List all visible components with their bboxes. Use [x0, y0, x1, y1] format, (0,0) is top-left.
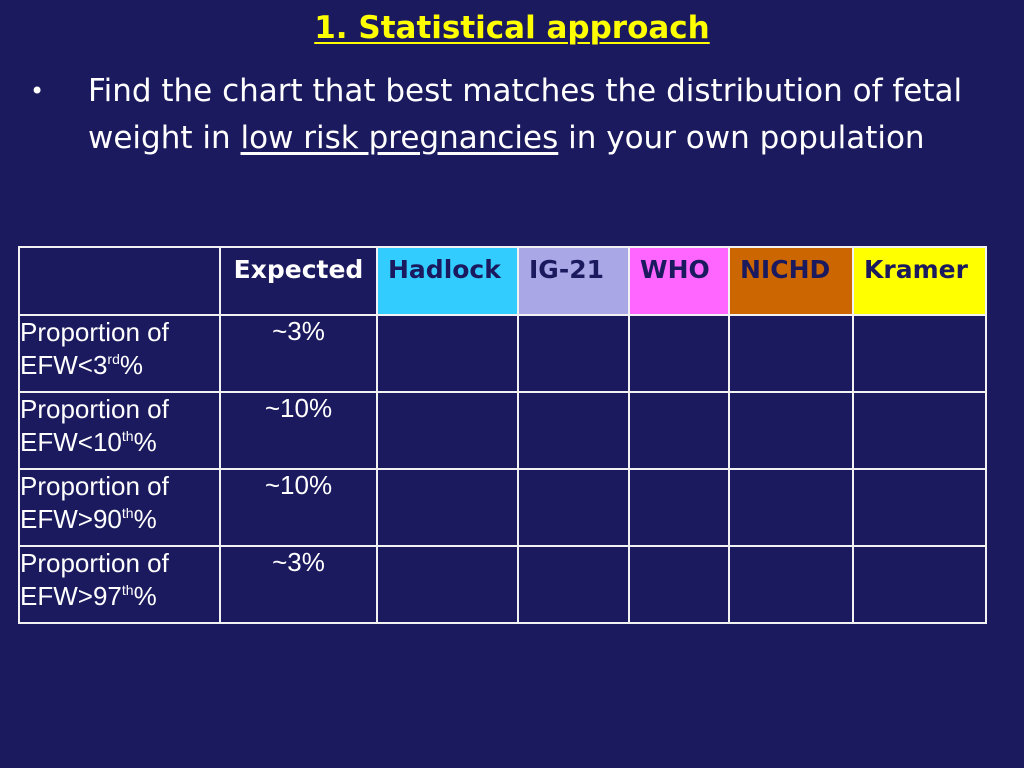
- who-cell: [628, 468, 730, 547]
- ig-21-cell: [517, 468, 630, 547]
- table-row: Proportion of EFW<3rd% ~3%: [18, 314, 987, 393]
- header-hadlock: Hadlock: [376, 246, 519, 316]
- ig-21-cell: [517, 391, 630, 470]
- expected-value: ~10%: [219, 468, 378, 547]
- hadlock-cell: [376, 545, 519, 624]
- row-label-line1: Proportion of: [20, 471, 169, 501]
- expected-value: ~10%: [219, 391, 378, 470]
- nichd-cell: [728, 314, 854, 393]
- bullet-text: Find the chart that best matches the dis…: [88, 68, 1010, 162]
- row-label-sup: rd: [107, 351, 120, 367]
- row-label-line1: Proportion of: [20, 548, 169, 578]
- kramer-cell: [852, 314, 987, 393]
- bullet-text-underlined: low risk pregnancies: [240, 120, 559, 156]
- row-label: Proportion of EFW>90th%: [18, 468, 221, 547]
- table-row: Proportion of EFW>90th% ~10%: [18, 468, 987, 547]
- row-label-line2: EFW>97: [20, 581, 122, 611]
- row-label-sup: th: [121, 582, 134, 598]
- comparison-table: Expected Hadlock IG-21 WHO NICHD Kramer …: [18, 246, 987, 624]
- bullet-dot-icon: •: [30, 77, 45, 105]
- row-label-line2: EFW>90: [20, 504, 122, 534]
- header-nichd: NICHD: [728, 246, 854, 316]
- hadlock-cell: [376, 314, 519, 393]
- who-cell: [628, 545, 730, 624]
- row-label: Proportion of EFW<10th%: [18, 391, 221, 470]
- row-label-suffix: %: [133, 581, 157, 611]
- bullet-text-start: Find the chart that best matches the dis…: [88, 73, 963, 156]
- row-label-sup: th: [121, 505, 134, 521]
- nichd-cell: [728, 468, 854, 547]
- row-label-line1: Proportion of: [20, 394, 169, 424]
- who-cell: [628, 314, 730, 393]
- hadlock-cell: [376, 468, 519, 547]
- row-label: Proportion of EFW>97th%: [18, 545, 221, 624]
- row-label-sup: th: [121, 428, 134, 444]
- header-kramer: Kramer: [852, 246, 987, 316]
- nichd-cell: [728, 545, 854, 624]
- table-row: Proportion of EFW>97th% ~3%: [18, 545, 987, 624]
- slide-title: 1. Statistical approach: [314, 10, 710, 46]
- row-label-line2: EFW<3: [20, 350, 108, 380]
- header-expected: Expected: [219, 246, 378, 316]
- ig-21-cell: [517, 314, 630, 393]
- row-label: Proportion of EFW<3rd%: [18, 314, 221, 393]
- header-empty-cell: [18, 246, 221, 316]
- table-row: Proportion of EFW<10th% ~10%: [18, 391, 987, 470]
- table-header-row: Expected Hadlock IG-21 WHO NICHD Kramer: [18, 246, 987, 316]
- bullet-text-end: in your own population: [558, 120, 925, 156]
- kramer-cell: [852, 468, 987, 547]
- row-label-line2: EFW<10: [20, 427, 122, 457]
- header-ig-21: IG-21: [517, 246, 630, 316]
- bullet-point: • Find the chart that best matches the d…: [30, 68, 1010, 162]
- nichd-cell: [728, 391, 854, 470]
- header-who: WHO: [628, 246, 730, 316]
- kramer-cell: [852, 545, 987, 624]
- expected-value: ~3%: [219, 314, 378, 393]
- ig-21-cell: [517, 545, 630, 624]
- row-label-line1: Proportion of: [20, 317, 169, 347]
- who-cell: [628, 391, 730, 470]
- row-label-suffix: %: [133, 427, 157, 457]
- expected-value: ~3%: [219, 545, 378, 624]
- hadlock-cell: [376, 391, 519, 470]
- row-label-suffix: %: [133, 504, 157, 534]
- row-label-suffix: %: [119, 350, 143, 380]
- kramer-cell: [852, 391, 987, 470]
